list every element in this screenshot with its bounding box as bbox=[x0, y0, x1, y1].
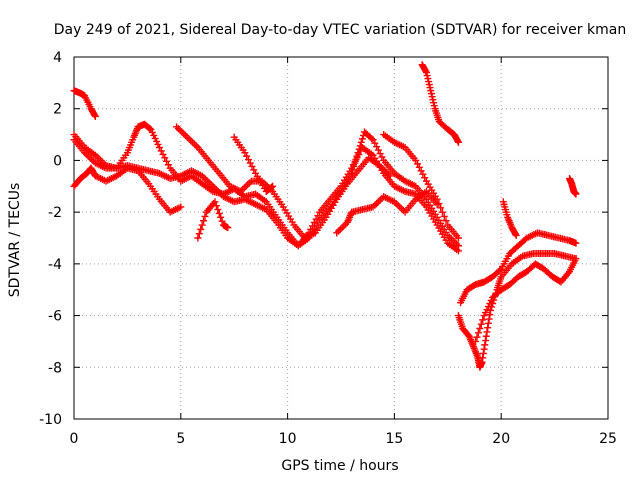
data-point bbox=[438, 208, 446, 216]
data-point bbox=[478, 358, 486, 366]
data-point bbox=[211, 198, 219, 206]
series-track-l bbox=[457, 229, 580, 307]
data-point bbox=[572, 255, 580, 263]
chart-title: Day 249 of 2021, Sidereal Day-to-day VTE… bbox=[54, 22, 626, 38]
data-points bbox=[70, 61, 580, 371]
data-point bbox=[472, 337, 480, 345]
data-point bbox=[215, 209, 223, 217]
data-point bbox=[486, 311, 494, 319]
series-track-o bbox=[566, 175, 580, 198]
data-point bbox=[386, 172, 394, 180]
data-point bbox=[268, 183, 276, 191]
data-point bbox=[479, 354, 487, 362]
data-point bbox=[572, 190, 580, 198]
data-point bbox=[477, 320, 485, 328]
x-tick-label: 15 bbox=[385, 431, 403, 447]
y-tick-label: -10 bbox=[39, 412, 62, 428]
y-axis-label: SDTVAR / TECUs bbox=[7, 183, 23, 298]
data-point bbox=[214, 206, 222, 214]
y-tick-label: 4 bbox=[53, 50, 62, 66]
series-track-n bbox=[499, 198, 520, 239]
data-point bbox=[358, 135, 366, 143]
data-point bbox=[217, 213, 225, 221]
x-tick-label: 0 bbox=[70, 431, 79, 447]
data-point bbox=[474, 329, 482, 337]
data-point bbox=[484, 319, 492, 327]
data-point bbox=[482, 337, 490, 345]
data-point bbox=[177, 203, 185, 211]
series-track-g bbox=[230, 133, 277, 195]
data-point bbox=[482, 332, 490, 340]
data-point bbox=[91, 112, 99, 120]
data-point bbox=[476, 325, 484, 332]
data-point bbox=[357, 138, 365, 146]
data-point bbox=[473, 333, 481, 341]
data-point bbox=[480, 345, 488, 353]
data-point bbox=[437, 204, 445, 212]
data-point bbox=[200, 217, 208, 225]
data-point bbox=[454, 247, 462, 255]
data-point bbox=[442, 217, 450, 225]
series-track-d bbox=[70, 164, 185, 216]
x-tick-label: 10 bbox=[279, 431, 297, 447]
series-track-f bbox=[194, 198, 232, 242]
data-point bbox=[269, 182, 277, 190]
data-point bbox=[433, 195, 441, 203]
data-point bbox=[572, 239, 580, 247]
y-tick-label: -6 bbox=[48, 309, 62, 325]
data-point bbox=[440, 212, 448, 220]
series-track-h bbox=[333, 187, 441, 237]
data-point bbox=[218, 217, 226, 225]
x-tick-label: 25 bbox=[599, 431, 617, 447]
data-point bbox=[197, 225, 205, 233]
x-tick-label: 5 bbox=[176, 431, 185, 447]
data-point bbox=[212, 202, 220, 210]
data-point bbox=[512, 231, 520, 239]
series-track-i bbox=[380, 131, 462, 242]
series-track-k bbox=[454, 250, 580, 371]
data-point bbox=[484, 324, 492, 332]
series-track-e bbox=[173, 123, 394, 242]
data-point bbox=[454, 138, 462, 146]
data-point bbox=[511, 230, 519, 238]
data-point bbox=[496, 266, 504, 274]
data-point bbox=[485, 315, 493, 323]
plot-frame bbox=[73, 56, 609, 420]
data-point bbox=[224, 224, 232, 232]
series-track-a bbox=[70, 87, 99, 120]
data-point bbox=[487, 306, 495, 314]
data-point bbox=[483, 328, 491, 336]
data-point bbox=[146, 125, 154, 133]
series-track-c bbox=[70, 136, 462, 255]
data-point bbox=[422, 67, 430, 75]
data-point bbox=[481, 341, 489, 349]
data-point bbox=[479, 316, 487, 324]
data-point bbox=[198, 221, 206, 229]
y-tick-label: 2 bbox=[53, 102, 62, 118]
data-point bbox=[195, 230, 203, 238]
series-track-j bbox=[418, 61, 462, 146]
series-track-m bbox=[472, 255, 580, 345]
data-point bbox=[194, 234, 202, 242]
data-point bbox=[479, 349, 487, 357]
data-point bbox=[454, 137, 462, 145]
y-tick-label: -2 bbox=[48, 205, 62, 221]
data-point bbox=[454, 234, 462, 242]
y-tick-label: -8 bbox=[48, 360, 62, 376]
x-tick-label: 20 bbox=[492, 431, 510, 447]
y-tick-label: 0 bbox=[53, 153, 62, 169]
data-point bbox=[368, 134, 376, 142]
x-axis-label: GPS time / hours bbox=[281, 458, 398, 474]
y-tick-label: -4 bbox=[48, 257, 62, 273]
data-point bbox=[435, 200, 443, 208]
data-point bbox=[91, 111, 99, 119]
data-point bbox=[201, 212, 209, 220]
